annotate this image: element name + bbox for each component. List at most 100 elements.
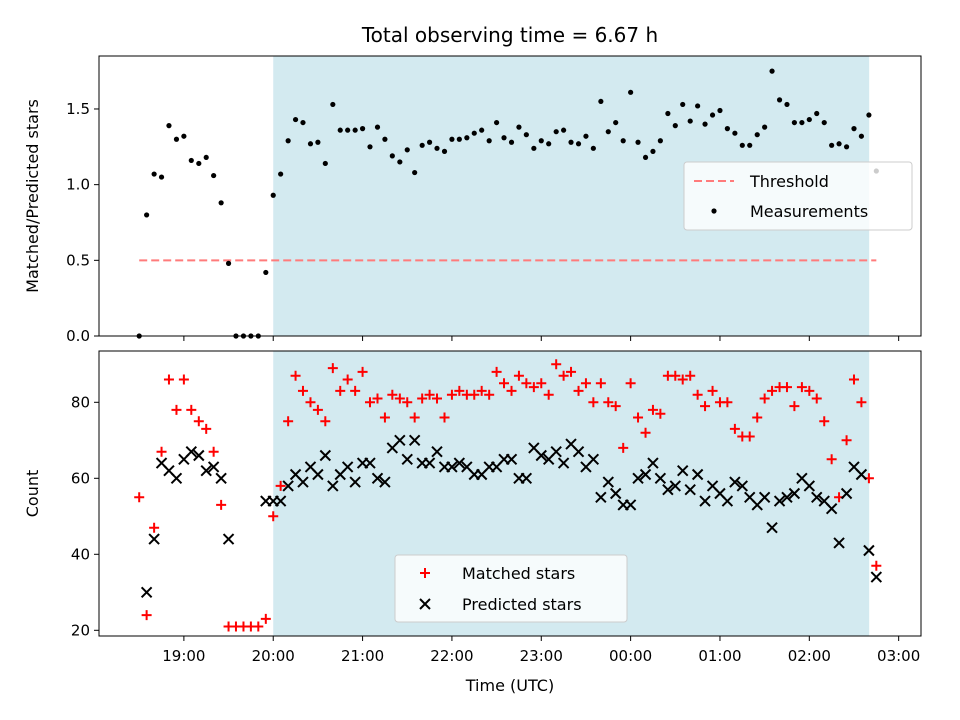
measurementspoint — [211, 172, 217, 179]
predicted-starspoint — [773, 495, 786, 507]
top-legend: Threshold Measurements — [683, 161, 913, 231]
matched-starspoint — [402, 397, 413, 408]
matched-starspoint — [573, 385, 584, 396]
predicted-starspoint — [282, 480, 294, 492]
measurementspoint — [709, 112, 716, 118]
measurementspoint — [843, 144, 850, 150]
predicted-starspoint — [870, 571, 883, 583]
predicted-starspoint — [401, 453, 413, 466]
y-tick-label: 0.0 — [66, 327, 90, 345]
bottom-legend: Matched stars Predicted stars — [394, 554, 628, 623]
measurementspoint — [493, 119, 500, 126]
measurementspoint — [412, 169, 418, 176]
measurementspoint — [196, 160, 202, 167]
bottom-panel: 20 40 60 80 19:00 20:00 21:00 22:00 23:00 00:00 01… — [23, 350, 922, 665]
matched-starspoint — [841, 435, 852, 446]
measurementspoint — [345, 127, 351, 133]
axes-frame — [98, 55, 922, 337]
measurementspoint — [821, 119, 827, 126]
top-panel: 0.0 0.5 1.0 1.5 Matched/Predicted stars Thr… — [23, 55, 922, 345]
matched-starspoint — [647, 404, 658, 415]
measurementspoint — [270, 192, 276, 198]
predicted-starspoint — [811, 491, 823, 504]
x-tick-label: 00:00 — [609, 647, 652, 665]
predicted-starspoint — [855, 468, 868, 481]
measurementspoint — [776, 97, 783, 103]
matched-starspoint — [796, 382, 807, 393]
matched-starspoint — [424, 389, 435, 400]
measurementspoint — [650, 148, 656, 154]
measurementspoint — [359, 126, 366, 132]
matched-starspoint — [469, 389, 480, 400]
predicted-starspoint — [222, 533, 235, 545]
matched-starspoint — [610, 401, 621, 412]
measurementspoint — [769, 68, 775, 74]
predicted-starspoint — [140, 586, 153, 599]
matched-starspoint — [342, 374, 353, 385]
matched-starspoint — [201, 423, 212, 434]
predicted-starspoint — [863, 544, 875, 557]
measurementspoint — [628, 89, 634, 95]
measurementspoint — [784, 101, 790, 108]
predicted-starspoint — [691, 468, 704, 481]
chart-title: Total observing time = 6.67 h — [361, 23, 658, 47]
matched-starspoint — [707, 385, 718, 396]
measurementspoint — [404, 147, 410, 153]
legend-measurements-swatch — [711, 208, 717, 214]
matched-starspoint — [320, 416, 331, 427]
predicted-starspoint — [319, 449, 332, 462]
predicted-starspoint — [595, 491, 607, 504]
matched-starspoint — [357, 366, 368, 377]
measurementspoint — [739, 142, 745, 148]
predicted-starspoint — [699, 495, 711, 507]
measurementspoint — [523, 132, 529, 138]
matched-starspoint — [677, 374, 688, 385]
x-tick-label: 21:00 — [341, 647, 384, 665]
matched-starspoint — [819, 416, 830, 427]
matched-starspoint — [186, 404, 197, 415]
matched-starspoint — [848, 374, 859, 385]
matched-starspoint — [513, 370, 524, 381]
matched-starspoint — [350, 385, 361, 396]
matched-starspoint — [767, 385, 778, 396]
predicted-starspoint — [364, 457, 376, 469]
predicted-starspoint — [446, 461, 458, 473]
y-tick-label: 20 — [71, 621, 90, 639]
matched-starspoint — [536, 378, 547, 389]
measurementspoint — [553, 129, 559, 135]
measurementspoint — [151, 171, 157, 177]
measurementspoint — [307, 141, 314, 147]
measurementspoint — [181, 133, 187, 139]
y-tick-label: 80 — [71, 393, 90, 411]
matched-starspoint — [149, 522, 160, 533]
matched-starspoint — [655, 408, 666, 419]
predicted-starspoint — [327, 480, 339, 492]
matched-starspoint — [476, 385, 487, 396]
top-axes: 0.0 0.5 1.0 1.5 — [66, 55, 922, 345]
matched-starspoint — [141, 610, 152, 621]
measurementspoint — [814, 110, 820, 117]
matched-starspoint — [670, 370, 681, 381]
measurementspoint — [754, 132, 760, 138]
y-tick-label: 40 — [71, 545, 90, 563]
measurementspoint — [471, 130, 477, 136]
matched-starspoint — [543, 389, 554, 400]
matched-starspoint — [268, 511, 279, 522]
matched-starspoint — [722, 397, 733, 408]
measurementspoint — [635, 139, 641, 145]
matched-starspoint — [566, 366, 577, 377]
matched-starspoint — [312, 404, 323, 415]
measurementspoint — [292, 116, 299, 123]
predicted-starspoint — [609, 487, 622, 500]
predicted-starspoint — [550, 445, 562, 458]
measurementspoint — [516, 124, 522, 130]
predicted-starspoint — [825, 502, 838, 515]
predicted-starspoint — [781, 491, 793, 504]
measurementspoint — [858, 133, 865, 139]
predicted-starspoint — [520, 472, 533, 485]
predicted-starspoint — [587, 453, 600, 466]
predicted-starspoint — [371, 472, 384, 485]
predicted-starspoint — [677, 464, 689, 477]
matched-starspoint — [595, 378, 606, 389]
legend-measurements-label: Measurements — [750, 202, 868, 221]
